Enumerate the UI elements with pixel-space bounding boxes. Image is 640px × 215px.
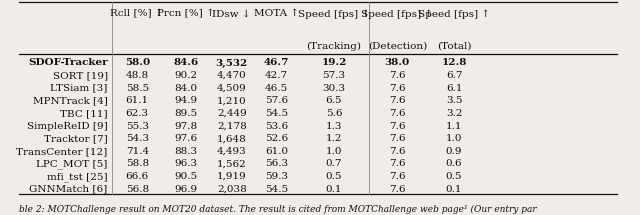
Text: 57.6: 57.6 xyxy=(265,96,288,105)
Text: (Tracking): (Tracking) xyxy=(307,41,362,51)
Text: 1.1: 1.1 xyxy=(446,122,462,131)
Text: GNNMatch [6]: GNNMatch [6] xyxy=(29,185,108,194)
Text: 58.0: 58.0 xyxy=(125,58,150,68)
Text: 7.6: 7.6 xyxy=(389,147,406,156)
Text: SimpleReID [9]: SimpleReID [9] xyxy=(27,122,108,131)
Text: 7.6: 7.6 xyxy=(389,134,406,143)
Text: 0.9: 0.9 xyxy=(446,147,462,156)
Text: LPC_MOT [5]: LPC_MOT [5] xyxy=(36,160,108,169)
Text: 57.3: 57.3 xyxy=(323,71,346,80)
Text: 12.8: 12.8 xyxy=(442,58,467,68)
Text: 66.6: 66.6 xyxy=(125,172,149,181)
Text: 7.6: 7.6 xyxy=(389,71,406,80)
Text: 54.5: 54.5 xyxy=(265,185,288,194)
Text: (Total): (Total) xyxy=(437,41,471,51)
Text: 7.6: 7.6 xyxy=(389,96,406,105)
Text: 54.3: 54.3 xyxy=(125,134,149,143)
Text: 90.5: 90.5 xyxy=(175,172,198,181)
Text: 7.6: 7.6 xyxy=(389,160,406,169)
Text: TransCenter [12]: TransCenter [12] xyxy=(17,147,108,156)
Text: 61.0: 61.0 xyxy=(265,147,288,156)
Text: 97.8: 97.8 xyxy=(175,122,198,131)
Text: 2,038: 2,038 xyxy=(217,185,246,194)
Text: 0.1: 0.1 xyxy=(326,185,342,194)
Text: Speed [fps] ↑: Speed [fps] ↑ xyxy=(418,9,490,19)
Text: 3.5: 3.5 xyxy=(446,96,462,105)
Text: 3.2: 3.2 xyxy=(446,109,462,118)
Text: 7.6: 7.6 xyxy=(389,185,406,194)
Text: Prcn [%] ↑: Prcn [%] ↑ xyxy=(157,9,215,18)
Text: Tracktor [7]: Tracktor [7] xyxy=(44,134,108,143)
Text: (Detection): (Detection) xyxy=(368,41,427,51)
Text: MOTA ↑: MOTA ↑ xyxy=(254,9,299,18)
Text: TBC [11]: TBC [11] xyxy=(60,109,108,118)
Text: Speed [fps] ↑: Speed [fps] ↑ xyxy=(361,9,433,19)
Text: 56.8: 56.8 xyxy=(125,185,149,194)
Text: 30.3: 30.3 xyxy=(323,84,346,93)
Text: 4,470: 4,470 xyxy=(217,71,246,80)
Text: 84.6: 84.6 xyxy=(173,58,198,68)
Text: 5.6: 5.6 xyxy=(326,109,342,118)
Text: Speed [fps] ↑: Speed [fps] ↑ xyxy=(298,9,370,19)
Text: 4,509: 4,509 xyxy=(217,84,246,93)
Text: 61.1: 61.1 xyxy=(125,96,149,105)
Text: 0.5: 0.5 xyxy=(446,172,462,181)
Text: 1,648: 1,648 xyxy=(217,134,246,143)
Text: 58.8: 58.8 xyxy=(125,160,149,169)
Text: 52.6: 52.6 xyxy=(265,134,288,143)
Text: 3,532: 3,532 xyxy=(216,58,248,68)
Text: 89.5: 89.5 xyxy=(175,109,198,118)
Text: 1,210: 1,210 xyxy=(217,96,246,105)
Text: 2,178: 2,178 xyxy=(217,122,246,131)
Text: 55.3: 55.3 xyxy=(125,122,149,131)
Text: 0.5: 0.5 xyxy=(326,172,342,181)
Text: 59.3: 59.3 xyxy=(265,172,288,181)
Text: 1.3: 1.3 xyxy=(326,122,342,131)
Text: 1.0: 1.0 xyxy=(446,134,462,143)
Text: 7.6: 7.6 xyxy=(389,109,406,118)
Text: 1.2: 1.2 xyxy=(326,134,342,143)
Text: 2,449: 2,449 xyxy=(217,109,246,118)
Text: 0.1: 0.1 xyxy=(446,185,462,194)
Text: 1,919: 1,919 xyxy=(217,172,246,181)
Text: 1,562: 1,562 xyxy=(217,160,246,169)
Text: 96.3: 96.3 xyxy=(175,160,198,169)
Text: 7.6: 7.6 xyxy=(389,84,406,93)
Text: ble 2: MOTChallenge result on MOT20 dataset. The result is cited from MOTChallen: ble 2: MOTChallenge result on MOT20 data… xyxy=(19,205,537,214)
Text: 48.8: 48.8 xyxy=(125,71,149,80)
Text: 19.2: 19.2 xyxy=(321,58,347,68)
Text: 90.2: 90.2 xyxy=(175,71,198,80)
Text: 46.7: 46.7 xyxy=(264,58,289,68)
Text: 4,493: 4,493 xyxy=(217,147,246,156)
Text: 84.0: 84.0 xyxy=(175,84,198,93)
Text: 97.6: 97.6 xyxy=(175,134,198,143)
Text: 6.5: 6.5 xyxy=(326,96,342,105)
Text: 88.3: 88.3 xyxy=(175,147,198,156)
Text: 38.0: 38.0 xyxy=(385,58,410,68)
Text: 7.6: 7.6 xyxy=(389,172,406,181)
Text: 7.6: 7.6 xyxy=(389,122,406,131)
Text: 1.0: 1.0 xyxy=(326,147,342,156)
Text: mfi_tst [25]: mfi_tst [25] xyxy=(47,172,108,182)
Text: SDOF-Tracker: SDOF-Tracker xyxy=(28,58,108,68)
Text: 0.7: 0.7 xyxy=(326,160,342,169)
Text: IDsw ↓: IDsw ↓ xyxy=(212,9,251,18)
Text: 94.9: 94.9 xyxy=(175,96,198,105)
Text: 58.5: 58.5 xyxy=(125,84,149,93)
Text: 53.6: 53.6 xyxy=(265,122,288,131)
Text: 6.7: 6.7 xyxy=(446,71,462,80)
Text: 56.3: 56.3 xyxy=(265,160,288,169)
Text: 0.6: 0.6 xyxy=(446,160,462,169)
Text: 6.1: 6.1 xyxy=(446,84,462,93)
Text: LTSiam [3]: LTSiam [3] xyxy=(51,84,108,93)
Text: 96.9: 96.9 xyxy=(175,185,198,194)
Text: 71.4: 71.4 xyxy=(125,147,149,156)
Text: Rcll [%] ↑: Rcll [%] ↑ xyxy=(111,9,164,18)
Text: MPNTrack [4]: MPNTrack [4] xyxy=(33,96,108,105)
Text: 42.7: 42.7 xyxy=(265,71,288,80)
Text: 54.5: 54.5 xyxy=(265,109,288,118)
Text: 46.5: 46.5 xyxy=(265,84,288,93)
Text: SORT [19]: SORT [19] xyxy=(52,71,108,80)
Text: 62.3: 62.3 xyxy=(125,109,149,118)
